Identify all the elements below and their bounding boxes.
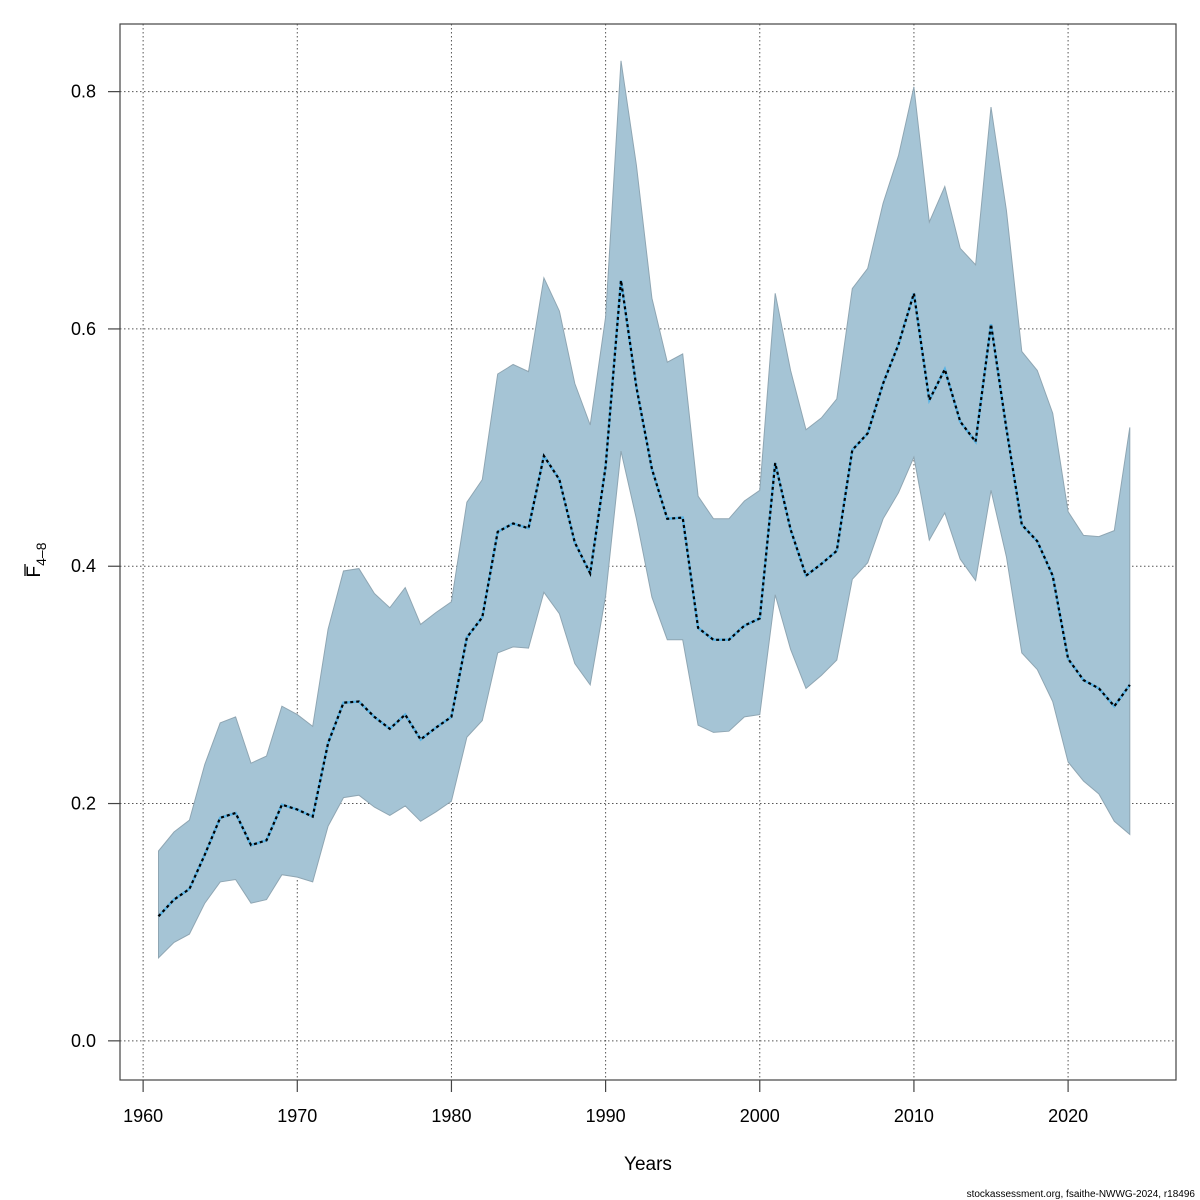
x-axis: 1960 1970 1980 1990 2000 2010 2020	[123, 1080, 1088, 1126]
confidence-band	[158, 60, 1131, 960]
x-tick-label: 2000	[740, 1106, 780, 1126]
x-tick-label: 2020	[1048, 1106, 1088, 1126]
svg-text:F4–8: F4–8	[24, 542, 49, 577]
x-tick-label: 1980	[431, 1106, 471, 1126]
y-tick-label: 0.2	[71, 794, 96, 814]
y-tick-label: 0.6	[71, 319, 96, 339]
estimate-line-layer	[157, 280, 1131, 918]
credit-text: stockassessment.org, fsaithe-NWWG-2024, …	[967, 1189, 1196, 1200]
y-axis-title-main: F	[24, 566, 45, 578]
x-axis-title: Years	[624, 1154, 672, 1175]
x-tick-label: 1960	[123, 1106, 163, 1126]
y-tick-label: 0.8	[71, 82, 96, 102]
confidence-band-layer	[158, 60, 1131, 960]
y-axis: 0.0 0.2 0.4 0.6 0.8	[71, 82, 120, 1051]
x-tick-label: 2010	[894, 1106, 934, 1126]
x-tick-label: 1970	[277, 1106, 317, 1126]
y-tick-label: 0.0	[71, 1031, 96, 1051]
y-axis-title-sub: 4–8	[33, 542, 49, 566]
x-tick-label: 1990	[586, 1106, 626, 1126]
y-tick-label: 0.4	[71, 556, 96, 576]
plot-frame	[119, 23, 1177, 1081]
estimate-line	[157, 280, 1131, 918]
y-axis-title: F4–8	[24, 542, 49, 577]
